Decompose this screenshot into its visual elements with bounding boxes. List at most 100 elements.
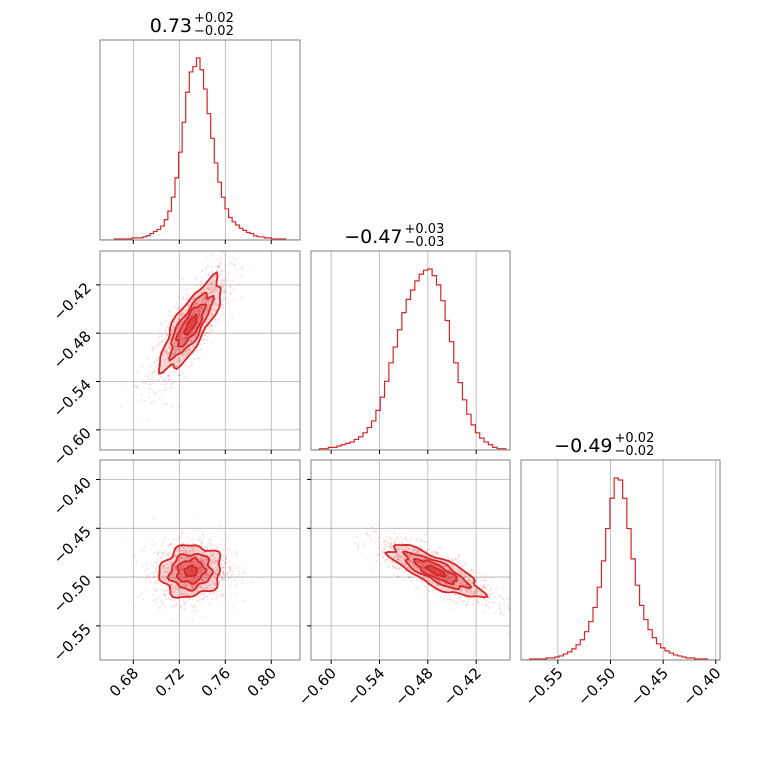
sample-point <box>161 610 164 613</box>
sample-point <box>205 545 208 548</box>
sample-point <box>178 337 181 340</box>
sample-point <box>183 607 186 610</box>
sample-point <box>208 273 211 276</box>
sample-point <box>463 564 466 567</box>
sample-point <box>398 567 401 570</box>
sample-point <box>411 570 414 573</box>
sample-point <box>223 291 226 294</box>
sample-point <box>153 543 156 546</box>
sample-point <box>149 387 152 390</box>
sample-point <box>223 290 226 293</box>
sample-point <box>411 559 414 562</box>
sample-point <box>199 569 202 572</box>
sample-point <box>163 338 166 341</box>
sample-point <box>436 566 439 569</box>
tick-label-y-2-2: −0.45 <box>50 522 95 567</box>
sample-point <box>191 585 194 588</box>
sample-point <box>156 570 159 573</box>
sample-point <box>196 357 199 360</box>
sample-point <box>420 540 423 543</box>
sample-point <box>225 557 228 560</box>
sample-point <box>404 563 407 566</box>
sample-point <box>179 550 182 553</box>
sample-point <box>157 344 160 347</box>
sample-point <box>193 335 196 338</box>
sample-point <box>476 602 479 605</box>
sample-point <box>180 573 183 576</box>
sample-point <box>385 558 388 561</box>
sample-point <box>403 571 406 574</box>
sample-point <box>473 592 476 595</box>
sample-point <box>465 604 468 607</box>
sample-point <box>449 578 452 581</box>
sample-point <box>205 560 208 563</box>
sample-point <box>144 588 147 591</box>
sample-point <box>192 548 195 551</box>
sample-point <box>197 536 200 539</box>
sample-point <box>460 589 463 592</box>
sample-point <box>185 353 188 356</box>
sample-point <box>208 304 211 307</box>
sample-point <box>413 548 416 551</box>
sample-point <box>457 571 460 574</box>
sample-point <box>145 562 148 565</box>
sample-point <box>181 556 184 559</box>
sample-point <box>204 561 207 564</box>
sample-point <box>183 339 186 342</box>
sample-point <box>173 357 176 360</box>
title-param-2-median: −0.49 <box>554 435 612 457</box>
sample-point <box>192 576 195 579</box>
sample-point <box>175 584 178 587</box>
contour-0_5sigma <box>183 313 198 336</box>
sample-point <box>446 588 449 591</box>
sample-point <box>231 256 234 259</box>
sample-point <box>188 552 191 555</box>
sample-point <box>396 558 399 561</box>
sample-point <box>205 595 208 598</box>
sample-point <box>416 561 419 564</box>
sample-point <box>428 562 431 565</box>
sample-point <box>386 536 389 539</box>
sample-point <box>154 569 157 572</box>
sample-point <box>164 349 167 352</box>
sample-point <box>210 292 213 295</box>
sample-point <box>163 383 166 386</box>
sample-point <box>212 567 215 570</box>
sample-point <box>464 583 467 586</box>
sample-point <box>220 269 223 272</box>
sample-point <box>460 579 463 582</box>
sample-point <box>215 559 218 562</box>
sample-point <box>212 560 215 563</box>
sample-point <box>198 566 201 569</box>
sample-point <box>450 576 453 579</box>
sample-point <box>144 545 147 548</box>
sample-point <box>457 554 460 557</box>
sample-point <box>240 275 243 278</box>
sample-point <box>227 577 230 580</box>
sample-point <box>182 298 185 301</box>
sample-point <box>363 541 366 544</box>
sample-point <box>457 578 460 581</box>
sample-point <box>213 575 216 578</box>
sample-point <box>168 362 171 365</box>
sample-point <box>221 578 224 581</box>
sample-point <box>174 598 177 601</box>
sample-point <box>421 561 424 564</box>
sample-point <box>187 304 190 307</box>
sample-point <box>180 349 183 352</box>
sample-point <box>198 562 201 565</box>
sample-point <box>193 555 196 558</box>
sample-point <box>192 609 195 612</box>
sample-point <box>423 563 426 566</box>
sample-point <box>168 309 171 312</box>
sample-point <box>176 346 179 349</box>
sample-point <box>192 549 195 552</box>
sample-point <box>161 334 164 337</box>
sample-point <box>192 309 195 312</box>
sample-point <box>464 584 467 587</box>
sample-point <box>187 303 190 306</box>
sample-point <box>167 379 170 382</box>
tick-label-y-1-3: −0.42 <box>50 279 95 324</box>
sample-point <box>221 307 224 310</box>
sample-point <box>222 567 225 570</box>
